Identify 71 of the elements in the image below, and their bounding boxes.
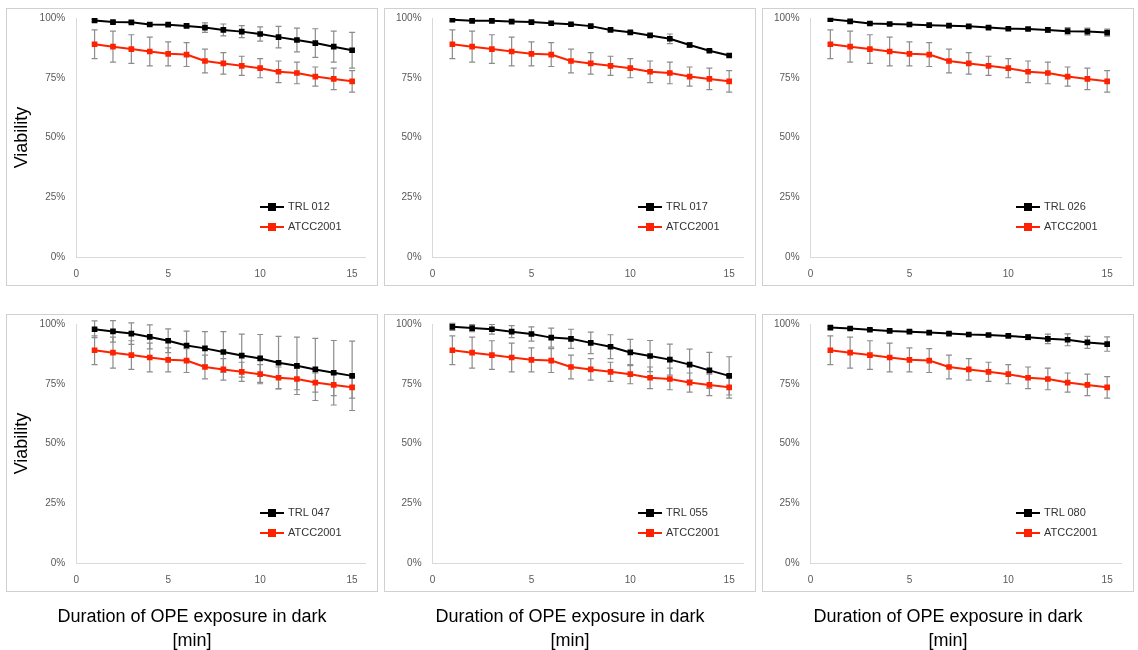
legend-label: TRL 012 <box>288 200 330 213</box>
legend-label: ATCC2001 <box>666 526 720 539</box>
x-tick-label: 0 <box>429 573 436 585</box>
y-tick-label: 25% <box>45 191 66 202</box>
legend-label: ATCC2001 <box>666 220 720 233</box>
x-tick-label: 15 <box>723 573 736 585</box>
x-tick-label: 10 <box>254 573 267 585</box>
y-tick-label: 50% <box>401 437 422 449</box>
x-tick-label: 0 <box>807 573 814 585</box>
y-tick-label: 100% <box>774 317 800 329</box>
x-tick-label: 10 <box>624 267 637 279</box>
y-tick-label: 100% <box>774 11 800 23</box>
legend-label: TRL 047 <box>288 506 330 519</box>
x-tick-label: 5 <box>165 573 172 585</box>
legend-label: ATCC2001 <box>288 220 342 233</box>
x-tick-label: 0 <box>73 267 80 279</box>
x-tick-label: 10 <box>1002 573 1015 585</box>
y-tick-label: 25% <box>401 191 422 202</box>
y-tick-label: 25% <box>779 191 800 202</box>
x-tick-label: 10 <box>624 573 637 585</box>
x-tick-label: 15 <box>346 267 359 279</box>
y-tick-label: 25% <box>401 497 422 508</box>
y-tick-label: 75% <box>401 377 422 389</box>
y-tick-label: 0% <box>50 556 66 568</box>
x-tick-label: 0 <box>807 267 814 279</box>
y-tick-label: 50% <box>401 131 422 143</box>
legend-label: TRL 017 <box>666 200 708 213</box>
y-tick-label: 100% <box>39 11 66 23</box>
y-tick-label: 50% <box>779 131 800 143</box>
legend-label: TRL 026 <box>1044 200 1086 213</box>
x-tick-label: 10 <box>254 267 267 279</box>
x-tick-label: 0 <box>73 573 80 585</box>
y-tick-label: 100% <box>396 317 422 329</box>
x-axis-title: Duration of OPE exposure in dark [min] <box>56 605 328 650</box>
x-axis-title: Duration of OPE exposure in dark [min] <box>812 605 1084 650</box>
y-tick-label: 0% <box>50 250 66 262</box>
x-axis-title: Duration of OPE exposure in dark [min] <box>434 605 706 650</box>
y-tick-label: 75% <box>779 71 800 83</box>
y-tick-label: 25% <box>779 497 800 508</box>
legend-label: ATCC2001 <box>1044 526 1098 539</box>
y-tick-label: 0% <box>407 250 422 262</box>
y-axis-title: Viability <box>10 106 31 169</box>
x-tick-label: 5 <box>906 267 913 279</box>
y-tick-label: 75% <box>45 377 66 389</box>
x-tick-label: 5 <box>528 573 535 585</box>
x-tick-label: 10 <box>1002 267 1015 279</box>
legend-label: TRL 055 <box>666 506 708 519</box>
y-tick-label: 75% <box>779 377 800 389</box>
y-tick-label: 50% <box>45 131 66 143</box>
y-tick-label: 0% <box>785 556 800 568</box>
x-tick-label: 5 <box>528 267 535 279</box>
legend-label: TRL 080 <box>1044 506 1086 519</box>
y-tick-label: 50% <box>779 437 800 449</box>
x-tick-label: 5 <box>165 267 172 279</box>
y-tick-label: 50% <box>45 437 66 449</box>
y-tick-label: 25% <box>45 497 66 508</box>
y-tick-label: 100% <box>39 317 66 329</box>
legend-label: ATCC2001 <box>288 526 342 539</box>
y-tick-label: 75% <box>45 71 66 83</box>
x-tick-label: 5 <box>906 573 913 585</box>
y-tick-label: 100% <box>396 11 422 23</box>
y-tick-label: 0% <box>785 250 800 262</box>
x-tick-label: 15 <box>1101 267 1114 279</box>
x-tick-label: 15 <box>723 267 736 279</box>
y-tick-label: 0% <box>407 556 422 568</box>
x-tick-label: 15 <box>346 573 359 585</box>
x-tick-label: 0 <box>429 267 436 279</box>
y-axis-title: Viability <box>10 412 31 475</box>
legend-label: ATCC2001 <box>1044 220 1098 233</box>
x-tick-label: 15 <box>1101 573 1114 585</box>
y-tick-label: 75% <box>401 71 422 83</box>
